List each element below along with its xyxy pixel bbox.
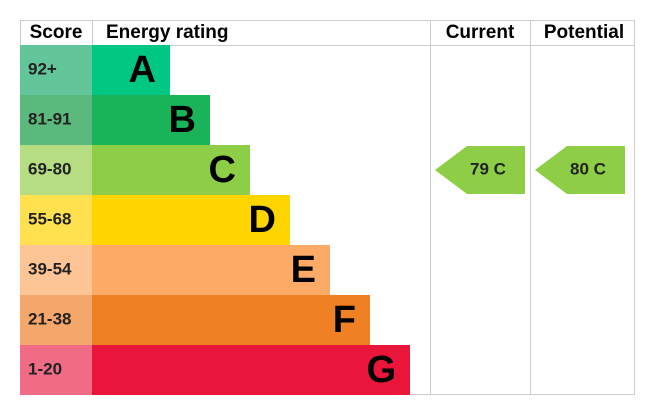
rating-bar bbox=[92, 195, 290, 245]
rating-letter: F bbox=[333, 299, 356, 341]
header: Potential bbox=[544, 22, 624, 43]
arrow-label: 80 C bbox=[570, 159, 606, 178]
score-cell bbox=[20, 345, 92, 395]
score-cell bbox=[20, 95, 92, 145]
score-label: 81-91 bbox=[28, 109, 71, 128]
header: Score bbox=[30, 22, 83, 43]
header: Current bbox=[446, 22, 515, 43]
rating-bar bbox=[92, 245, 330, 295]
rating-letter: C bbox=[209, 149, 236, 191]
score-label: 1-20 bbox=[28, 359, 62, 378]
score-label: 55-68 bbox=[28, 209, 71, 228]
rating-bar bbox=[92, 45, 170, 95]
rating-bar bbox=[92, 145, 250, 195]
score-label: 69-80 bbox=[28, 159, 71, 178]
arrow-label: 79 C bbox=[470, 159, 506, 178]
header: Energy rating bbox=[106, 22, 228, 43]
rating-bar bbox=[92, 295, 370, 345]
rating-arrow bbox=[435, 146, 525, 194]
score-cell bbox=[20, 195, 92, 245]
rating-letter: B bbox=[169, 99, 196, 141]
rating-letter: E bbox=[291, 249, 316, 291]
score-cell bbox=[20, 45, 92, 95]
score-label: 92+ bbox=[28, 59, 57, 78]
rating-letter: D bbox=[249, 199, 276, 241]
rating-arrow bbox=[535, 146, 625, 194]
score-label: 39-54 bbox=[28, 259, 72, 278]
rating-bar bbox=[92, 345, 410, 395]
score-cell bbox=[20, 145, 92, 195]
rating-letter: A bbox=[129, 49, 156, 91]
score-cell bbox=[20, 295, 92, 345]
rating-letter: G bbox=[366, 349, 396, 391]
score-cell bbox=[20, 245, 92, 295]
rating-bar bbox=[92, 95, 210, 145]
score-label: 21-38 bbox=[28, 309, 71, 328]
